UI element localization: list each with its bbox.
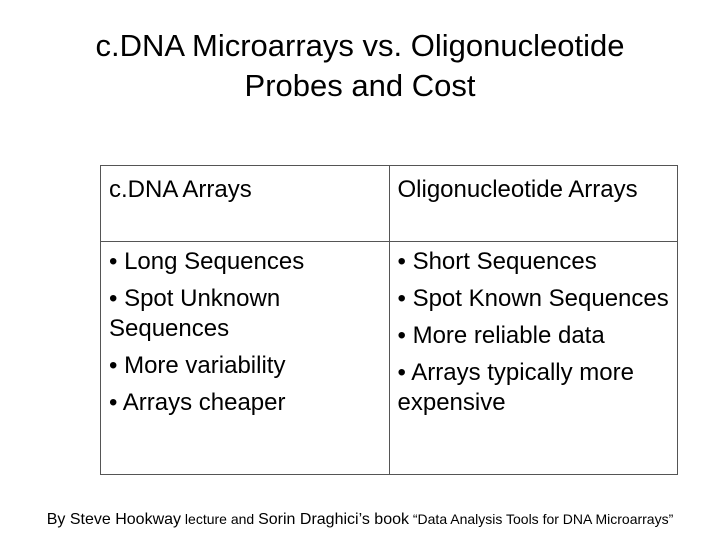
list-item: • Arrays cheaper xyxy=(109,389,286,416)
oligonucleotide-arrays-list: • Short Sequences • Spot Known Sequences… xyxy=(398,247,670,418)
citation-author-1: By Steve Hookway xyxy=(46,511,182,528)
list-item: • Long Sequences xyxy=(109,248,305,275)
oligonucleotide-arrays-header: Oligonucleotide Arrays xyxy=(388,165,678,242)
oligonucleotide-arrays-cell: • Short Sequences • Spot Known Sequences… xyxy=(388,241,678,475)
list-item: • Spot Unknown Sequences xyxy=(109,285,281,342)
slide-title-line-1: c.DNA Microarrays vs. Oligonucleotide xyxy=(95,28,625,63)
table-body-row: • Long Sequences • Spot Unknown Sequence… xyxy=(100,241,678,475)
slide-title-line-2: Probes and Cost xyxy=(244,68,476,103)
source-citation: By Steve Hookway lecture and Sorin Dragh… xyxy=(0,509,720,530)
citation-author-2: Sorin Draghici’s book xyxy=(258,511,409,528)
comparison-table: c.DNA Arrays Oligonucleotide Arrays • Lo… xyxy=(100,165,678,475)
cdna-arrays-list: • Long Sequences • Spot Unknown Sequence… xyxy=(109,247,381,418)
list-item: • More variability xyxy=(109,352,286,379)
table-header-row: c.DNA Arrays Oligonucleotide Arrays xyxy=(100,165,678,242)
list-item: • More reliable data xyxy=(397,322,605,349)
slide-title: c.DNA Microarrays vs. Oligonucleotide Pr… xyxy=(0,26,720,106)
citation-book-title: “Data Analysis Tools for DNA Microarrays… xyxy=(408,511,674,527)
cdna-arrays-header: c.DNA Arrays xyxy=(100,165,390,242)
list-item: • Spot Known Sequences xyxy=(397,285,669,312)
cdna-arrays-cell: • Long Sequences • Spot Unknown Sequence… xyxy=(100,241,390,475)
list-item: • Arrays typically more expensive xyxy=(397,359,634,416)
citation-connector: lecture and xyxy=(181,511,259,527)
list-item: • Short Sequences xyxy=(397,248,597,275)
